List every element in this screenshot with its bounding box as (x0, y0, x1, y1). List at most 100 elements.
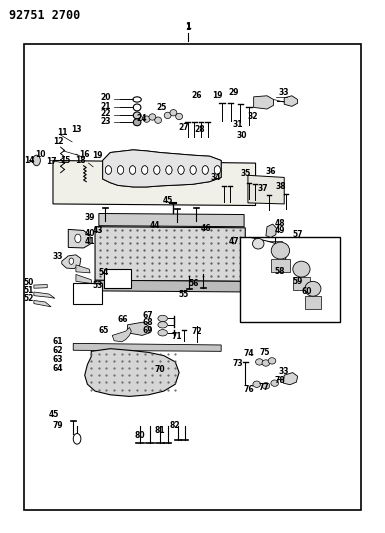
Ellipse shape (143, 116, 150, 122)
Ellipse shape (271, 380, 278, 386)
Ellipse shape (158, 321, 167, 328)
Text: 41: 41 (85, 237, 95, 246)
Text: 1: 1 (185, 21, 191, 30)
Text: 45: 45 (49, 410, 59, 419)
Polygon shape (266, 224, 276, 237)
Text: 19: 19 (212, 91, 223, 100)
Ellipse shape (271, 242, 290, 259)
Bar (271, 259, 290, 272)
Text: 22: 22 (100, 109, 110, 118)
Text: 27: 27 (179, 123, 189, 132)
Text: 82: 82 (170, 421, 181, 430)
Ellipse shape (262, 360, 270, 366)
Circle shape (142, 166, 148, 174)
Circle shape (154, 166, 160, 174)
Polygon shape (34, 292, 55, 298)
Polygon shape (53, 160, 256, 206)
Ellipse shape (256, 359, 263, 365)
Text: 16: 16 (79, 150, 90, 159)
Text: 29: 29 (229, 88, 239, 97)
Ellipse shape (305, 281, 321, 296)
Polygon shape (95, 227, 245, 281)
Text: 20: 20 (100, 93, 110, 102)
Text: 23: 23 (100, 117, 110, 126)
Ellipse shape (158, 329, 167, 336)
Text: 17: 17 (47, 157, 57, 166)
Circle shape (214, 166, 220, 174)
Circle shape (33, 155, 40, 166)
Text: 75: 75 (259, 348, 270, 357)
Bar (293, 277, 310, 290)
Text: 55: 55 (179, 289, 189, 298)
Polygon shape (103, 150, 221, 187)
Text: 66: 66 (118, 315, 128, 324)
Text: 25: 25 (157, 103, 167, 112)
Text: 74: 74 (244, 350, 254, 359)
Bar (240, 237, 340, 322)
Circle shape (130, 166, 136, 174)
Text: 67: 67 (142, 311, 153, 320)
Circle shape (69, 258, 74, 264)
Text: 10: 10 (35, 150, 46, 159)
Bar (305, 296, 321, 310)
Ellipse shape (133, 112, 141, 119)
Text: 59: 59 (293, 277, 303, 286)
Text: 14: 14 (23, 156, 34, 165)
Text: 52: 52 (24, 294, 34, 303)
Text: 81: 81 (155, 426, 165, 435)
Text: 71: 71 (171, 332, 182, 341)
Text: 32: 32 (248, 112, 258, 122)
Text: 48: 48 (275, 219, 285, 228)
Text: 40: 40 (85, 229, 95, 238)
Text: 26: 26 (191, 91, 202, 100)
Text: 57: 57 (292, 230, 303, 239)
Text: 76: 76 (244, 385, 254, 394)
Circle shape (178, 166, 184, 174)
Circle shape (117, 166, 124, 174)
Bar (24, 44, 361, 511)
Polygon shape (76, 265, 90, 273)
Text: 77: 77 (259, 383, 270, 392)
Text: 79: 79 (53, 421, 63, 430)
Polygon shape (85, 349, 179, 397)
Ellipse shape (149, 114, 156, 120)
Text: 33: 33 (278, 88, 289, 97)
Text: 53: 53 (92, 280, 103, 289)
Ellipse shape (268, 358, 276, 364)
Text: 54: 54 (99, 268, 109, 277)
Polygon shape (112, 327, 131, 342)
Text: 63: 63 (53, 355, 63, 364)
Ellipse shape (253, 238, 264, 249)
Text: 33: 33 (278, 367, 289, 376)
Text: 11: 11 (57, 128, 68, 138)
Ellipse shape (176, 114, 182, 119)
Ellipse shape (262, 383, 270, 389)
Circle shape (202, 166, 208, 174)
Text: 38: 38 (276, 182, 286, 191)
Polygon shape (284, 96, 298, 107)
Ellipse shape (170, 110, 177, 116)
Ellipse shape (158, 316, 167, 321)
Text: 44: 44 (150, 221, 160, 230)
Text: 62: 62 (53, 346, 63, 355)
Circle shape (105, 166, 112, 174)
Text: 51: 51 (24, 286, 34, 295)
Text: 36: 36 (266, 166, 276, 175)
Text: 19: 19 (92, 151, 103, 160)
Polygon shape (68, 229, 90, 248)
Circle shape (142, 166, 148, 174)
Text: 30: 30 (236, 131, 247, 140)
Text: 21: 21 (100, 102, 110, 111)
Text: 47: 47 (228, 237, 239, 246)
Text: 61: 61 (53, 337, 63, 346)
Circle shape (75, 234, 81, 243)
Ellipse shape (253, 381, 261, 387)
Text: 28: 28 (194, 125, 205, 134)
Polygon shape (99, 214, 244, 227)
Ellipse shape (133, 104, 141, 111)
Circle shape (154, 166, 160, 174)
Text: 69: 69 (142, 326, 152, 335)
Text: 49: 49 (275, 226, 285, 235)
Text: 34: 34 (211, 173, 221, 182)
Circle shape (166, 166, 172, 174)
